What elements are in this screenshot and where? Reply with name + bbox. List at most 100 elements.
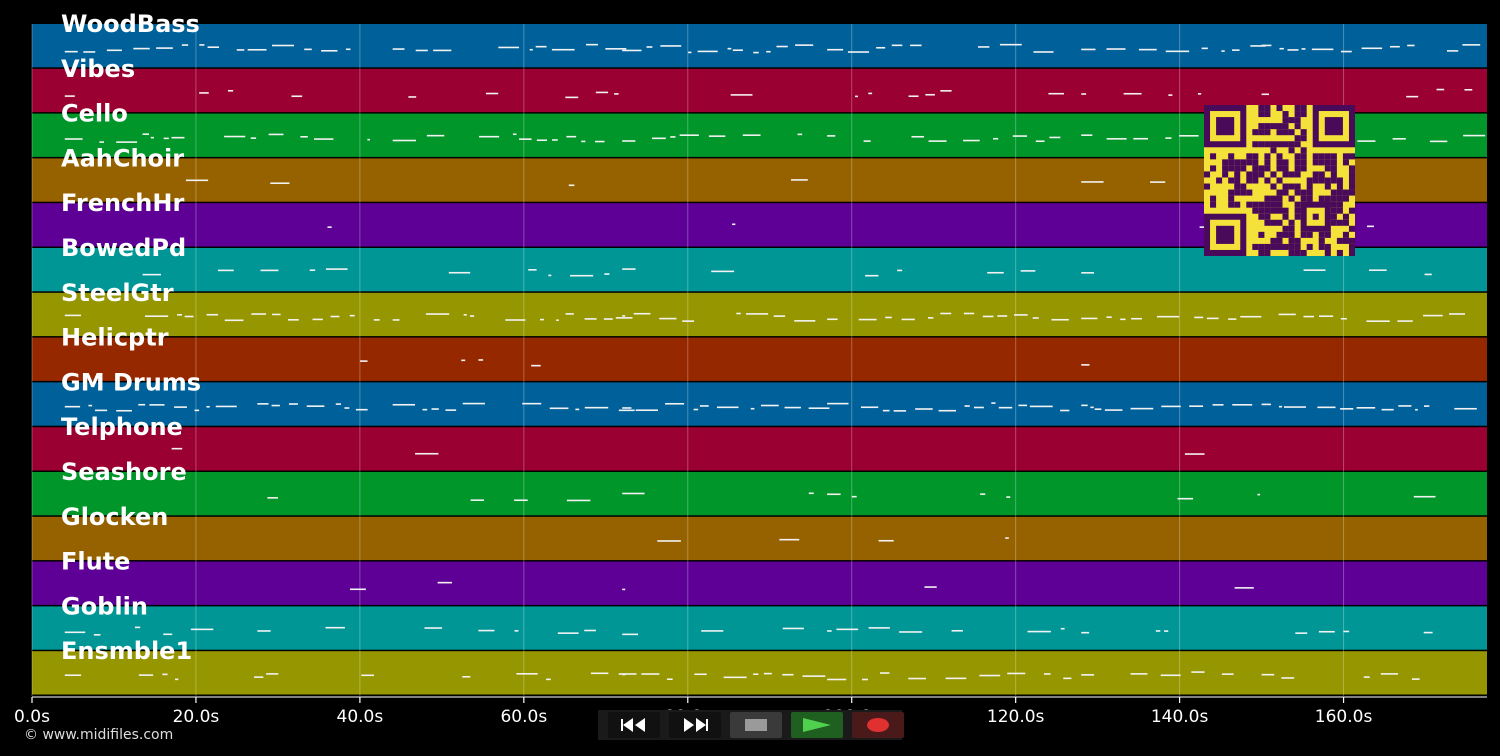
track-label: Goblin [61,592,148,620]
note-mark [760,404,779,407]
note-mark [1232,403,1253,406]
track-label: GM Drums [61,368,201,396]
note-mark [1184,453,1205,455]
track-labels: WoodBass Vibes Cello AahChoir FrenchHr BowedP… [61,10,201,665]
note-mark [622,140,636,142]
note-mark [1389,45,1400,48]
note-mark [1123,92,1142,95]
note-mark [1165,50,1190,53]
note-mark [478,629,495,632]
note-mark [349,588,366,591]
record-button[interactable] [852,712,904,738]
note-mark [415,452,439,455]
note-mark [424,627,443,629]
note-mark [665,402,685,405]
note-mark [911,135,924,138]
note-mark [1436,88,1445,91]
note-mark [882,409,890,412]
note-mark [679,134,699,136]
note-mark [1228,318,1237,320]
note-mark [1303,315,1314,318]
note-mark [1340,317,1347,320]
track-label: FrenchHr [61,189,184,217]
note-mark [1007,672,1026,675]
note-mark [1406,95,1419,98]
rewind-button[interactable] [608,712,660,738]
note-mark [1197,93,1202,95]
note-mark [250,137,257,139]
tick-label: 160.0s [1315,707,1373,727]
note-mark [868,627,890,629]
note-mark [1361,47,1383,50]
note-mark [1261,44,1272,47]
note-mark [64,95,75,97]
note-mark [549,407,569,410]
note-mark [327,226,332,228]
note-mark [595,140,605,143]
note-mark [570,274,594,277]
note-mark [618,673,637,675]
note-mark [1048,92,1064,95]
note-mark [862,678,868,681]
note-mark [177,314,183,316]
note-mark [847,51,870,53]
note-mark [1033,51,1054,53]
note-mark [568,184,575,187]
note-mark [827,493,841,496]
note-mark [1319,315,1334,318]
note-mark [314,138,334,140]
transport-controls [598,710,904,740]
note-mark [1014,314,1028,316]
note-mark [660,45,682,47]
play-button[interactable] [791,712,843,738]
note-mark [827,48,844,51]
note-mark [142,273,161,276]
tick-label: 140.0s [1151,707,1209,727]
note-mark [633,312,651,315]
note-mark [470,499,484,501]
note-mark [309,269,316,272]
note-mark [730,94,753,96]
note-mark [116,409,132,412]
note-mark [94,409,108,412]
note-mark [997,315,1008,317]
note-mark [614,93,619,95]
note-mark [291,95,303,98]
note-mark [1340,408,1354,410]
note-mark [422,408,428,411]
note-mark [666,678,673,681]
note-mark [863,140,871,142]
note-mark [622,407,632,409]
note-mark [1051,318,1069,321]
note-mark [522,402,542,405]
note-mark [746,313,769,315]
note-mark [184,315,194,318]
note-mark [1287,49,1299,51]
note-mark [254,676,264,678]
fast-forward-button[interactable] [669,712,721,738]
note-mark [498,46,520,49]
note-mark [1369,269,1387,272]
note-mark [878,539,894,542]
note-mark [652,137,666,140]
note-mark [83,51,96,53]
note-mark [1311,48,1334,51]
note-mark [1131,317,1142,320]
note-mark [998,406,1013,409]
note-mark [288,319,299,321]
stop-button[interactable] [730,712,782,738]
note-mark [536,139,548,142]
note-mark [1278,405,1283,408]
note-mark [808,492,814,495]
note-mark [64,631,86,634]
note-mark [670,136,676,138]
note-mark [64,50,78,53]
note-mark [1284,406,1306,408]
note-mark [271,44,295,47]
note-mark [392,48,405,50]
note-mark [566,135,577,138]
note-mark [1012,135,1028,137]
note-mark [531,364,541,367]
note-mark [257,630,271,632]
note-mark [1081,674,1095,676]
